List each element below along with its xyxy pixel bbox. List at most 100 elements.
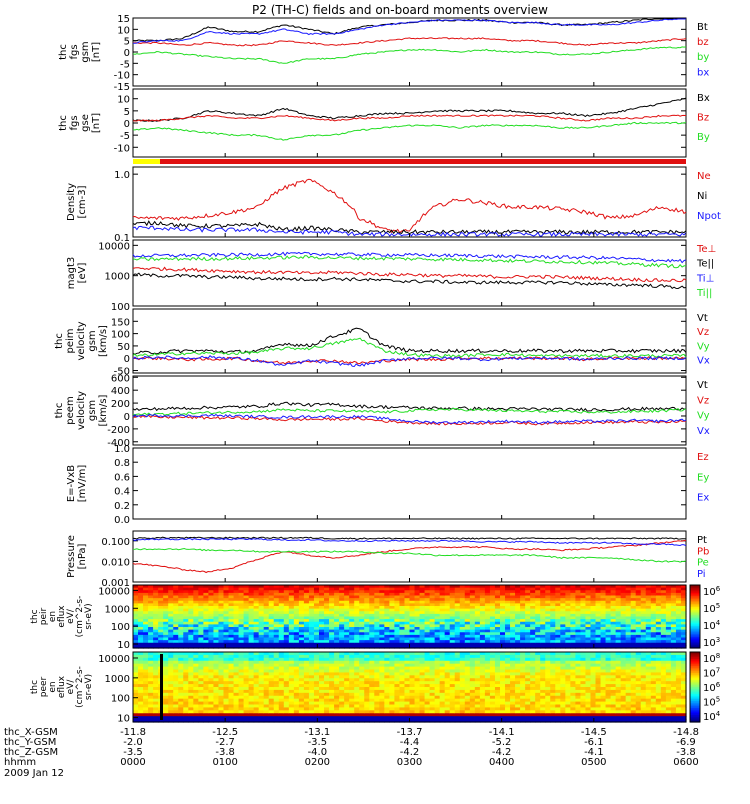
- y-axis-label-line: fgs: [69, 44, 80, 59]
- y-tick-label: 600: [111, 373, 130, 384]
- y-tick-label: -5: [120, 131, 130, 142]
- y-axis-label-line: gsm: [87, 400, 98, 421]
- y-tick-label: 1000: [105, 604, 130, 615]
- y-tick-label: 0.0: [114, 515, 130, 526]
- legend-entry: Pt: [697, 535, 707, 546]
- panel-temperature: 10000 1000 100 magt3[eV] Te⊥ Te|| Ti⊥ Ti||: [66, 240, 716, 313]
- y-axis-label: magt3[eV]: [66, 257, 88, 290]
- legend-entry: Vz: [697, 327, 709, 338]
- legend-entry: Vt: [697, 313, 708, 324]
- legend-entry: Vx: [697, 426, 710, 437]
- y-tick-label: 5: [124, 37, 130, 48]
- legend-entry: Pi: [697, 569, 706, 580]
- legend-entry: Ez: [697, 452, 709, 463]
- y-axis-label-line: peim: [65, 328, 76, 353]
- y-tick-label: 10000: [98, 241, 130, 252]
- panel-frame: [133, 240, 686, 306]
- colorbar-tick-label: 105: [703, 602, 720, 615]
- y-axis-label-line: magt3: [66, 257, 77, 290]
- y-axis-label-line: velocity: [76, 391, 87, 430]
- legend-entry: Ti||: [696, 288, 712, 299]
- y-tick-label: 10: [117, 640, 130, 651]
- legend-entry: Vy: [697, 341, 710, 352]
- legend-entry: by: [697, 52, 709, 63]
- y-axis-label-line: E=-VxB: [66, 465, 77, 502]
- y-axis-label-line: [km/s]: [98, 325, 109, 357]
- y-tick-label: 10: [117, 95, 130, 106]
- y-axis-label-line: gse: [80, 114, 91, 132]
- y-axis-label-line: [km/s]: [98, 394, 109, 426]
- y-axis-label-line: gsm: [80, 41, 91, 62]
- y-tick-label: 100: [111, 330, 130, 341]
- y-tick-label: 0: [124, 412, 130, 423]
- y-tick-label: -5: [120, 59, 130, 70]
- panel-frame: [133, 309, 686, 373]
- y-tick-label: 0.2: [114, 501, 130, 512]
- y-axis-label-line: sr-eV): [84, 603, 94, 629]
- y-axis-label-line: thc: [58, 115, 69, 131]
- y-tick-label: 0.6: [114, 472, 130, 483]
- legend-entry: Vx: [697, 356, 710, 367]
- y-tick-label: 0: [124, 119, 130, 130]
- y-tick-label: 0.100: [101, 537, 130, 548]
- y-tick-label: 0.4: [114, 487, 130, 498]
- y-axis-label-line: [nT]: [91, 42, 102, 62]
- y-tick-label: 100: [111, 302, 130, 313]
- chart-title: P2 (TH-C) fields and on-board moments ov…: [252, 3, 548, 17]
- legend-entry: Ni: [697, 191, 707, 202]
- y-tick-label: 1.0: [114, 444, 130, 455]
- y-axis-label-line: [eV]: [77, 263, 88, 284]
- legend-entry: Ne: [697, 171, 711, 182]
- legend-entry: Pb: [697, 546, 709, 557]
- legend-entry: bz: [697, 37, 709, 48]
- y-tick-label: 5: [124, 107, 130, 118]
- colorbar-tick-label: 106: [703, 585, 721, 598]
- legend-entry: Pe: [697, 558, 709, 569]
- y-tick-label: -10: [114, 71, 130, 82]
- y-axis-label-line: [nT]: [91, 113, 102, 133]
- y-tick-label: 10000: [98, 586, 130, 597]
- y-axis-label-line: thc: [54, 403, 65, 419]
- legend-entry: Ey: [697, 472, 709, 483]
- y-tick-label: 400: [111, 386, 130, 397]
- colorbar-tick-label: 103: [703, 636, 720, 649]
- y-tick-label: 1000: [105, 272, 130, 283]
- y-axis-label-line: fgs: [69, 115, 80, 130]
- y-axis-label-line: [cm-3]: [77, 185, 88, 218]
- y-tick-label: -200: [107, 425, 130, 436]
- y-axis-label-line: gsm: [87, 330, 98, 351]
- y-axis-label-line: [nPa]: [77, 543, 88, 569]
- y-tick-label: 0: [124, 48, 130, 59]
- y-tick-label: 150: [111, 317, 130, 328]
- y-axis-label-line: Pressure: [66, 535, 77, 578]
- legend-entry: Te||: [696, 259, 714, 270]
- legend-entry: Bz: [697, 112, 709, 123]
- y-axis-label-line: peem: [65, 396, 76, 424]
- legend-entry: Ti⊥: [696, 273, 714, 284]
- y-axis-label-line: Density: [66, 183, 77, 221]
- y-tick-label: 0.010: [101, 557, 130, 568]
- legend-entry: Npot: [697, 211, 721, 222]
- y-tick-label: 50: [117, 342, 130, 353]
- colorbar-tick-label: 104: [703, 619, 721, 632]
- legend-entry: Te⊥: [696, 244, 716, 255]
- y-tick-label: 0: [124, 354, 130, 365]
- y-tick-label: 0.8: [114, 458, 130, 469]
- y-tick-label: 10: [117, 25, 130, 36]
- legend-entry: Ex: [697, 493, 709, 504]
- panel-frame: [133, 89, 686, 157]
- y-tick-label: 15: [117, 14, 130, 25]
- y-tick-label: 100: [111, 622, 130, 633]
- panel-frame: [133, 167, 686, 237]
- panel-frame: [133, 448, 686, 519]
